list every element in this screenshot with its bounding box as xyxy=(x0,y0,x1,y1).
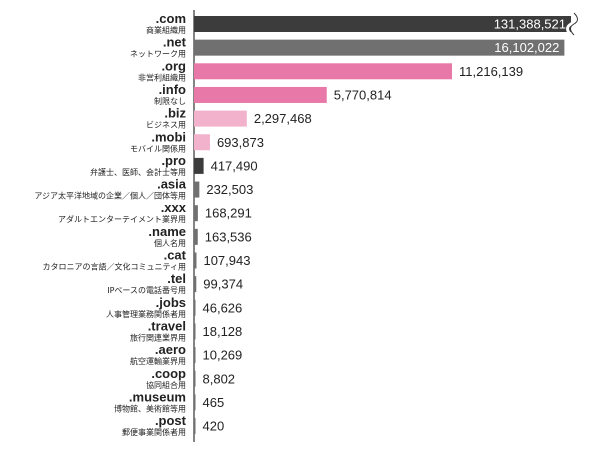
bar xyxy=(194,299,196,316)
bar xyxy=(194,394,196,411)
data-label: 693,873 xyxy=(217,135,264,150)
bar xyxy=(194,323,196,340)
bar xyxy=(194,276,197,293)
tld-description: IPベースの電話番号用 xyxy=(107,285,186,295)
tld-label: .tel xyxy=(167,271,186,286)
tld-label: .info xyxy=(159,82,186,97)
tld-description: 非営利組織用 xyxy=(138,72,186,82)
tld-label: .jobs xyxy=(156,295,186,310)
data-label: 8,802 xyxy=(203,371,236,386)
bar xyxy=(194,228,198,245)
tld-description: モバイル関係用 xyxy=(130,144,186,153)
tld-label: .com xyxy=(156,11,186,26)
tld-label: .travel xyxy=(148,318,186,333)
data-label: 16,102,022 xyxy=(494,40,559,55)
data-label: 10,269 xyxy=(203,348,243,363)
data-label: 420 xyxy=(203,419,225,434)
tld-label: .name xyxy=(148,224,186,239)
tld-label: .biz xyxy=(164,106,186,121)
tld-description: 弁護士、医師、会計士等用 xyxy=(90,167,186,177)
tld-description: 航空運輸業界用 xyxy=(130,356,186,366)
data-label: 168,291 xyxy=(205,206,252,221)
data-label: 131,388,521 xyxy=(494,17,566,32)
tld-label: .pro xyxy=(161,153,186,168)
tld-label: .coop xyxy=(151,366,186,381)
tld-description: 商業組織用 xyxy=(146,25,186,35)
bar xyxy=(194,110,247,127)
tld-label: .post xyxy=(155,413,187,428)
tld-label: .xxx xyxy=(161,200,187,215)
data-label: 465 xyxy=(203,395,225,410)
tld-label: .aero xyxy=(155,342,186,357)
bar xyxy=(194,370,196,387)
bar xyxy=(194,157,204,174)
data-label: 18,128 xyxy=(203,324,243,339)
bar xyxy=(194,181,200,198)
bar xyxy=(194,252,197,269)
tld-description: 個人名用 xyxy=(154,238,186,248)
tld-label: .cat xyxy=(164,248,187,263)
tld-description: 旅行関連業界用 xyxy=(130,332,186,342)
tld-description: アダルトエンターテイメント業界用 xyxy=(58,214,186,224)
tld-description: ビジネス用 xyxy=(146,121,186,130)
tld-description: 制限なし xyxy=(154,96,186,106)
bar xyxy=(194,86,327,103)
tld-label: .asia xyxy=(157,177,187,192)
axis-break-line xyxy=(570,12,578,36)
data-label: 163,536 xyxy=(205,229,252,244)
bar xyxy=(194,134,210,151)
data-label: 417,490 xyxy=(211,158,258,173)
tld-label: .org xyxy=(161,58,186,73)
bar xyxy=(194,418,196,435)
bar xyxy=(194,16,571,32)
bar xyxy=(194,63,452,80)
tld-description: 郵便事業関係者用 xyxy=(122,427,186,437)
tld-description: カタロニアの言語／文化コミュニティ用 xyxy=(42,262,186,272)
data-label: 11,216,139 xyxy=(459,64,523,79)
tld-description: 博物館、美術館等用 xyxy=(114,403,186,413)
data-label: 99,374 xyxy=(203,277,243,292)
tld-description: 人事管理業務関係者用 xyxy=(106,309,186,319)
tld-label: .net xyxy=(163,35,187,50)
bar xyxy=(194,347,196,364)
bar xyxy=(194,205,198,222)
tld-label: .mobi xyxy=(151,129,186,144)
data-label: 2,297,468 xyxy=(254,111,312,126)
axis-break-mark xyxy=(566,11,576,37)
tld-label: .museum xyxy=(129,389,186,404)
tld-description: アジア太平洋地域の企業／個人／団体等用 xyxy=(34,191,186,201)
data-label: 232,503 xyxy=(206,182,253,197)
data-label: 5,770,814 xyxy=(334,87,392,102)
data-label: 46,626 xyxy=(203,300,243,315)
tld-description: 協同組合用 xyxy=(146,380,186,390)
data-label: 107,943 xyxy=(203,253,250,268)
tld-description: ネットワーク用 xyxy=(130,50,186,59)
bar xyxy=(194,39,565,56)
